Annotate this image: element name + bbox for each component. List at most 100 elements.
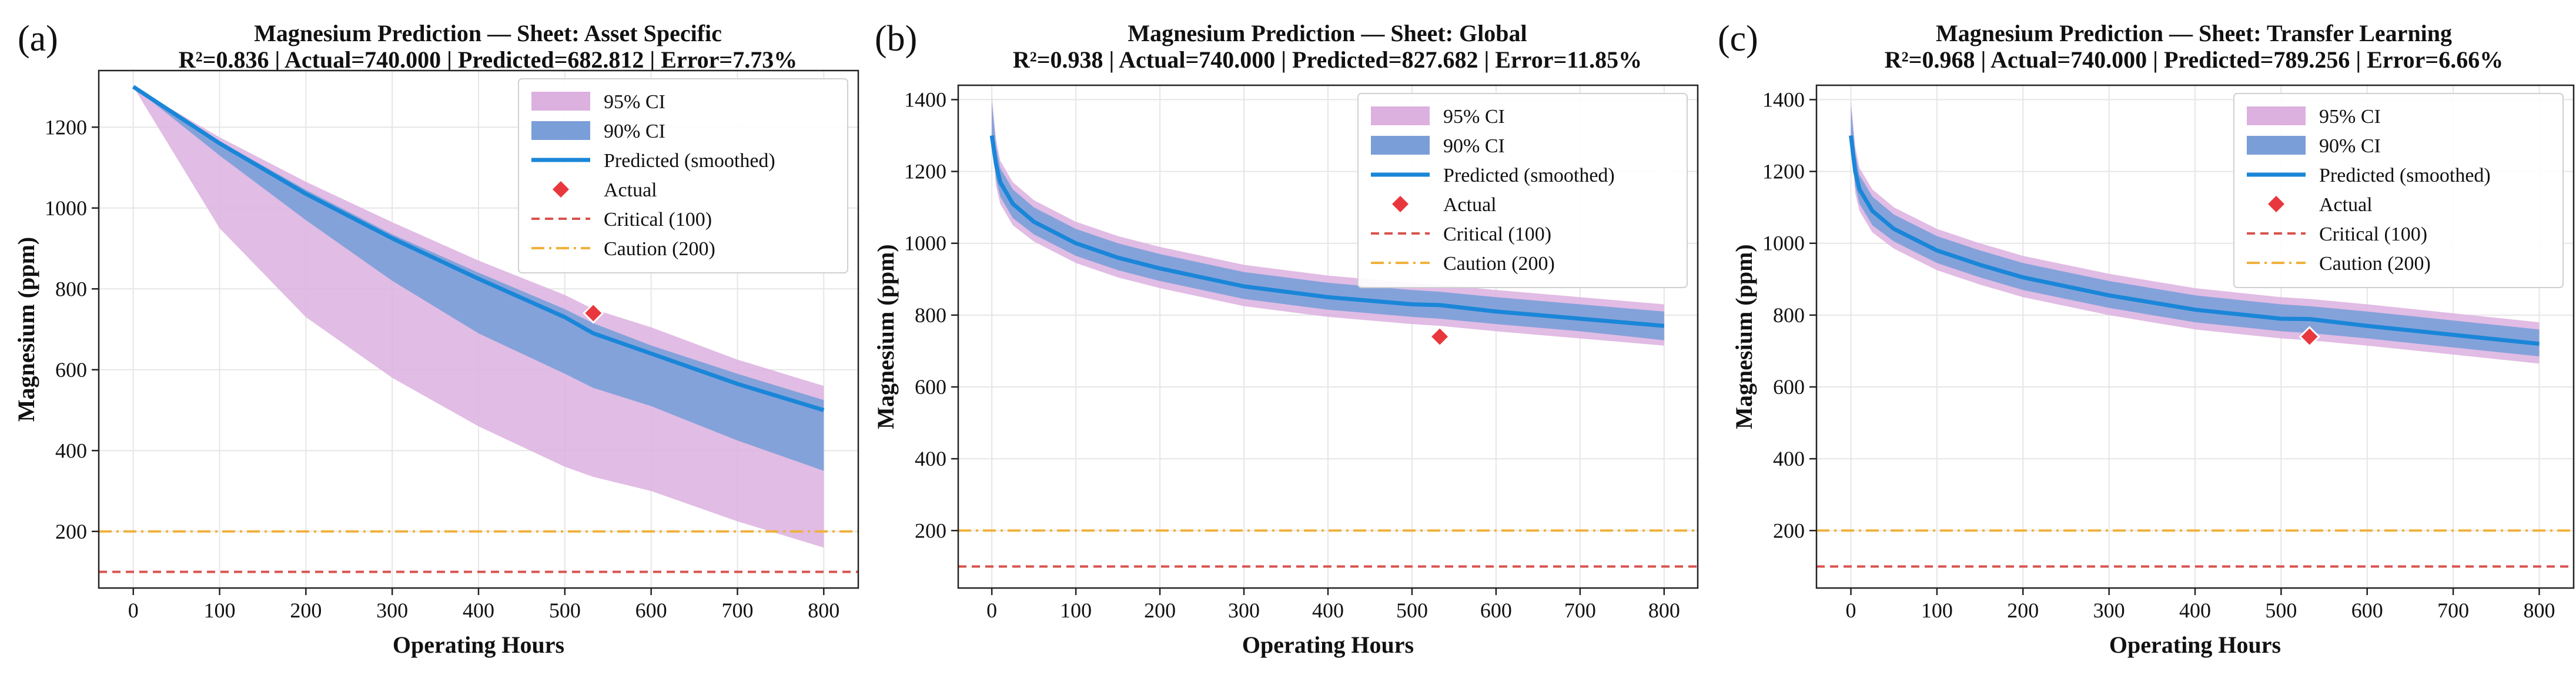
y-tick-label: 200 xyxy=(915,519,946,542)
legend: 95% CI 90% CI Predicted (smoothed) Actual Cr… xyxy=(2233,93,2564,288)
chart-title: Magnesium Prediction — Sheet: Global xyxy=(1128,20,1527,46)
legend-box xyxy=(2233,93,2564,288)
legend: 95% CI 90% CI Predicted (smoothed) Actual Cr… xyxy=(1357,93,1688,288)
x-tick-label: 300 xyxy=(1228,599,1260,622)
y-tick-label: 1200 xyxy=(904,160,946,183)
x-tick-label: 0 xyxy=(1846,599,1856,622)
y-axis-label: Magnesium (ppm) xyxy=(872,244,899,429)
legend-critical-label: Critical (100) xyxy=(2319,223,2427,245)
y-tick-label: 1000 xyxy=(904,232,946,255)
x-tick-label: 100 xyxy=(204,599,236,622)
x-tick-label: 300 xyxy=(2093,599,2125,622)
predicted-line xyxy=(1849,135,2540,346)
x-tick-label: 800 xyxy=(1648,599,1680,622)
x-tick-label: 600 xyxy=(635,599,667,622)
legend-ci90-label: 90% CI xyxy=(604,121,665,142)
legend-caution-label: Caution (200) xyxy=(604,238,715,260)
chart-panel-c: (c) Magnesium Prediction — Sheet: Transfe… xyxy=(1718,19,2575,658)
legend-predicted-label: Predicted (smoothed) xyxy=(2319,165,2491,186)
y-axis-label: Magnesium (ppm) xyxy=(1731,244,1757,429)
y-tick-label: 800 xyxy=(915,303,946,327)
legend-critical-label: Critical (100) xyxy=(604,209,712,231)
chart-subtitle: R²=0.938 | Actual=740.000 | Predicted=82… xyxy=(1013,46,1642,73)
x-axis-label: Operating Hours xyxy=(2109,632,2281,658)
y-tick-label: 200 xyxy=(55,520,87,543)
panel-label: (c) xyxy=(1718,19,1758,59)
legend-ci90-swatch xyxy=(2247,136,2306,155)
actual-marker xyxy=(583,302,604,324)
x-tick-label: 200 xyxy=(2007,599,2039,622)
y-tick-label: 600 xyxy=(1773,375,1805,399)
x-tick-label: 400 xyxy=(463,599,494,622)
ci95-band xyxy=(992,96,1664,346)
y-tick-label: 400 xyxy=(1773,447,1805,470)
legend-actual-label: Actual xyxy=(1443,194,1497,216)
x-tick-label: 100 xyxy=(1060,599,1092,622)
x-tick-label: 100 xyxy=(1921,599,1953,622)
legend-actual-swatch xyxy=(1392,196,1409,212)
legend-caution-label: Caution (200) xyxy=(2319,253,2431,275)
legend-actual-swatch xyxy=(2268,196,2284,212)
legend-actual-label: Actual xyxy=(604,179,657,201)
y-axis-label: Magnesium (ppm) xyxy=(13,237,39,422)
actual-marker xyxy=(2299,326,2320,348)
chart-subtitle: R²=0.968 | Actual=740.000 | Predicted=78… xyxy=(1885,46,2503,73)
x-tick-label: 300 xyxy=(376,599,408,622)
panel-label: (b) xyxy=(875,19,917,59)
chart-title: Magnesium Prediction — Sheet: Asset Spec… xyxy=(254,20,722,46)
legend-critical-label: Critical (100) xyxy=(1443,223,1551,245)
legend-ci90-swatch xyxy=(1371,136,1430,155)
legend-box xyxy=(518,78,848,273)
x-tick-label: 700 xyxy=(1564,599,1596,622)
y-tick-label: 400 xyxy=(915,447,946,470)
legend-ci95-label: 95% CI xyxy=(2319,106,2381,128)
legend-box xyxy=(1357,93,1688,288)
chart-title: Magnesium Prediction — Sheet: Transfer L… xyxy=(1936,20,2452,46)
legend-ci95-swatch xyxy=(531,92,590,111)
x-tick-label: 400 xyxy=(2179,599,2211,622)
x-tick-label: 600 xyxy=(2351,599,2383,622)
x-tick-label: 400 xyxy=(1312,599,1344,622)
y-tick-label: 1200 xyxy=(45,115,87,139)
x-tick-label: 600 xyxy=(1480,599,1512,622)
x-tick-label: 0 xyxy=(986,599,997,622)
y-tick-label: 1400 xyxy=(1762,88,1805,111)
y-tick-label: 200 xyxy=(1773,519,1805,542)
ci90-band xyxy=(1851,106,2540,357)
chart-subtitle: R²=0.836 | Actual=740.000 | Predicted=68… xyxy=(179,46,797,73)
x-tick-label: 0 xyxy=(128,599,139,622)
chart-panel-a: (a) Magnesium Prediction — Sheet: Asset S… xyxy=(13,19,859,658)
x-tick-label: 500 xyxy=(2265,599,2297,622)
panel-label: (a) xyxy=(18,19,58,59)
legend-predicted-label: Predicted (smoothed) xyxy=(1443,165,1615,186)
predicted-line xyxy=(132,85,825,412)
y-tick-label: 800 xyxy=(1773,303,1805,327)
predicted-line xyxy=(989,135,1665,328)
x-tick-label: 200 xyxy=(1144,599,1176,622)
legend-actual-swatch xyxy=(553,181,569,198)
legend-ci90-label: 90% CI xyxy=(2319,135,2381,157)
x-tick-label: 800 xyxy=(2523,599,2555,622)
x-tick-label: 700 xyxy=(721,599,753,622)
legend-ci95-swatch xyxy=(2247,106,2306,125)
ci90-band xyxy=(992,103,1664,340)
x-tick-label: 500 xyxy=(1396,599,1428,622)
x-axis-label: Operating Hours xyxy=(1242,632,1414,658)
legend-actual-label: Actual xyxy=(2319,194,2373,216)
legend-ci95-label: 95% CI xyxy=(604,91,665,113)
x-tick-label: 500 xyxy=(549,599,581,622)
chart-panel-b: (b) Magnesium Prediction — Sheet: GlobalR… xyxy=(872,19,1699,658)
x-tick-label: 200 xyxy=(290,599,322,622)
y-tick-label: 1200 xyxy=(1762,160,1805,183)
x-tick-label: 800 xyxy=(808,599,839,622)
legend-ci95-swatch xyxy=(1371,106,1430,125)
legend-predicted-label: Predicted (smoothed) xyxy=(604,150,775,172)
legend-caution-label: Caution (200) xyxy=(1443,253,1555,275)
y-tick-label: 1000 xyxy=(45,196,87,220)
y-tick-label: 400 xyxy=(55,439,87,462)
y-tick-label: 600 xyxy=(915,375,946,399)
legend-ci90-swatch xyxy=(531,121,590,140)
y-tick-label: 800 xyxy=(55,277,87,300)
x-tick-label: 700 xyxy=(2437,599,2469,622)
